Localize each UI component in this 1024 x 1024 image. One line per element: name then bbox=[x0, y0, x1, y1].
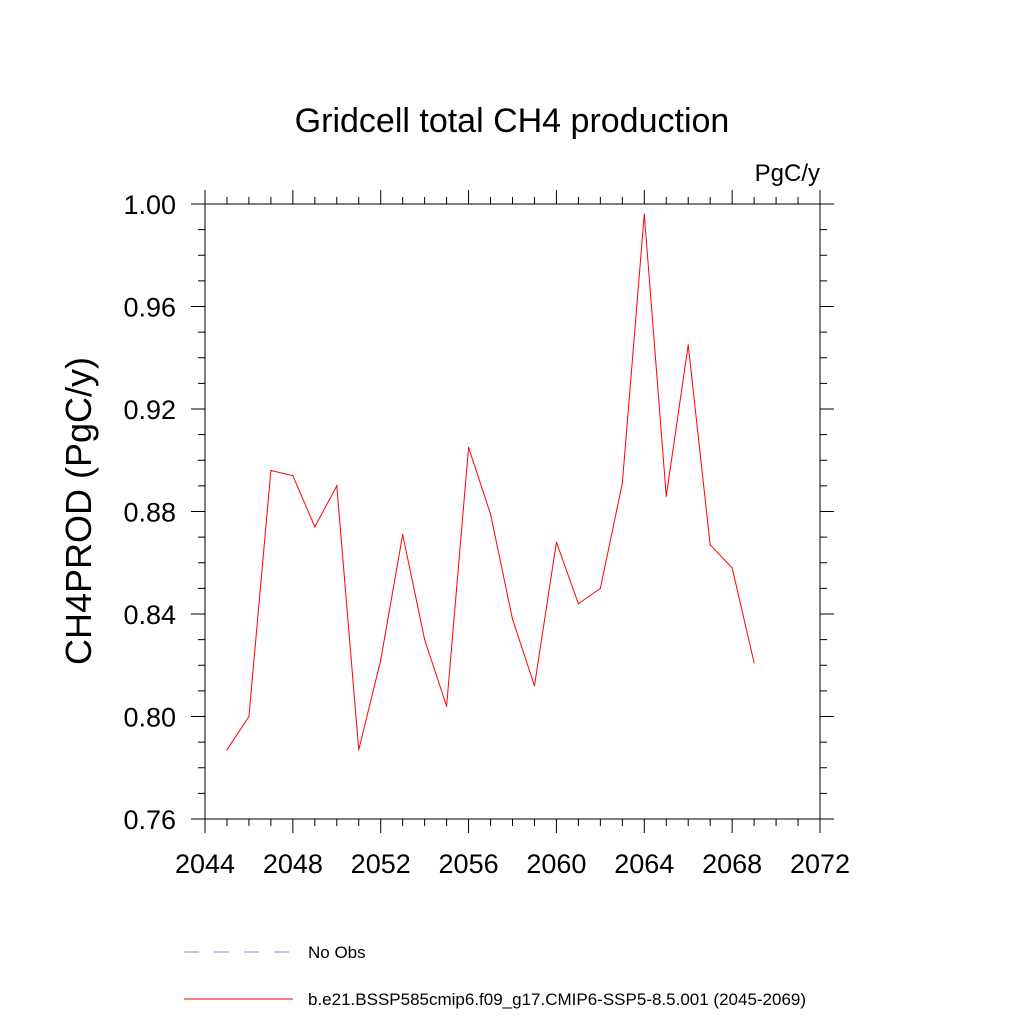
y-tick-label: 0.84 bbox=[123, 600, 176, 630]
series-line bbox=[226, 214, 755, 751]
data-point bbox=[446, 705, 448, 707]
x-tick-label: 2060 bbox=[526, 849, 586, 879]
data-point bbox=[424, 639, 426, 641]
data-point bbox=[489, 513, 492, 515]
data-point bbox=[270, 469, 272, 472]
data-point bbox=[731, 567, 733, 569]
y-tick-label: 0.80 bbox=[123, 703, 176, 733]
data-point bbox=[643, 213, 645, 215]
legend-label: No Obs bbox=[308, 943, 366, 962]
legend-label: b.e21.BSSP585cmip6.f09_g17.CMIP6-SSP5-8.… bbox=[308, 990, 806, 1009]
legend: No Obs b.e21.BSSP585cmip6.f09_g17.CMIP6-S… bbox=[184, 943, 806, 1009]
data-point bbox=[687, 344, 689, 346]
y-tick-label: 1.00 bbox=[123, 190, 176, 220]
y-axis-label: CH4PROD (PgC/y) bbox=[58, 357, 99, 665]
y-tick-label: 0.88 bbox=[123, 498, 176, 528]
data-point bbox=[380, 659, 382, 661]
data-point bbox=[753, 662, 755, 664]
data-point bbox=[665, 495, 667, 497]
data-point bbox=[511, 618, 514, 620]
x-tick-label: 2048 bbox=[263, 849, 323, 879]
data-point bbox=[402, 533, 404, 536]
x-tick-label: 2056 bbox=[439, 849, 499, 879]
data-point bbox=[292, 475, 294, 477]
chart-title: Gridcell total CH4 production bbox=[295, 102, 730, 140]
data-point bbox=[599, 587, 601, 589]
data-point bbox=[555, 541, 558, 543]
x-tick-label: 2044 bbox=[175, 849, 235, 879]
data-point bbox=[248, 715, 250, 718]
y-tick-label: 0.92 bbox=[123, 395, 176, 425]
y-tick-label: 0.76 bbox=[123, 805, 176, 835]
data-point bbox=[709, 544, 711, 546]
y-tick-label: 0.96 bbox=[123, 293, 176, 323]
data-point bbox=[226, 749, 228, 751]
data-point bbox=[314, 526, 316, 528]
plot-area: 2044 2048 2052 2056 2060 2064 2068 2072 0.76 0.80… bbox=[123, 190, 850, 879]
x-tick-label: 2052 bbox=[351, 849, 411, 879]
plot-frame bbox=[204, 203, 821, 820]
data-point bbox=[358, 749, 360, 751]
units-label: PgC/y bbox=[755, 160, 820, 187]
x-tick-label: 2064 bbox=[614, 849, 674, 879]
data-point bbox=[467, 446, 470, 449]
data-point bbox=[577, 603, 579, 605]
data-point bbox=[336, 485, 338, 487]
x-tick-label: 2068 bbox=[702, 849, 762, 879]
data-point bbox=[533, 685, 536, 687]
data-point bbox=[621, 482, 623, 484]
x-tick-label: 2072 bbox=[790, 849, 850, 879]
